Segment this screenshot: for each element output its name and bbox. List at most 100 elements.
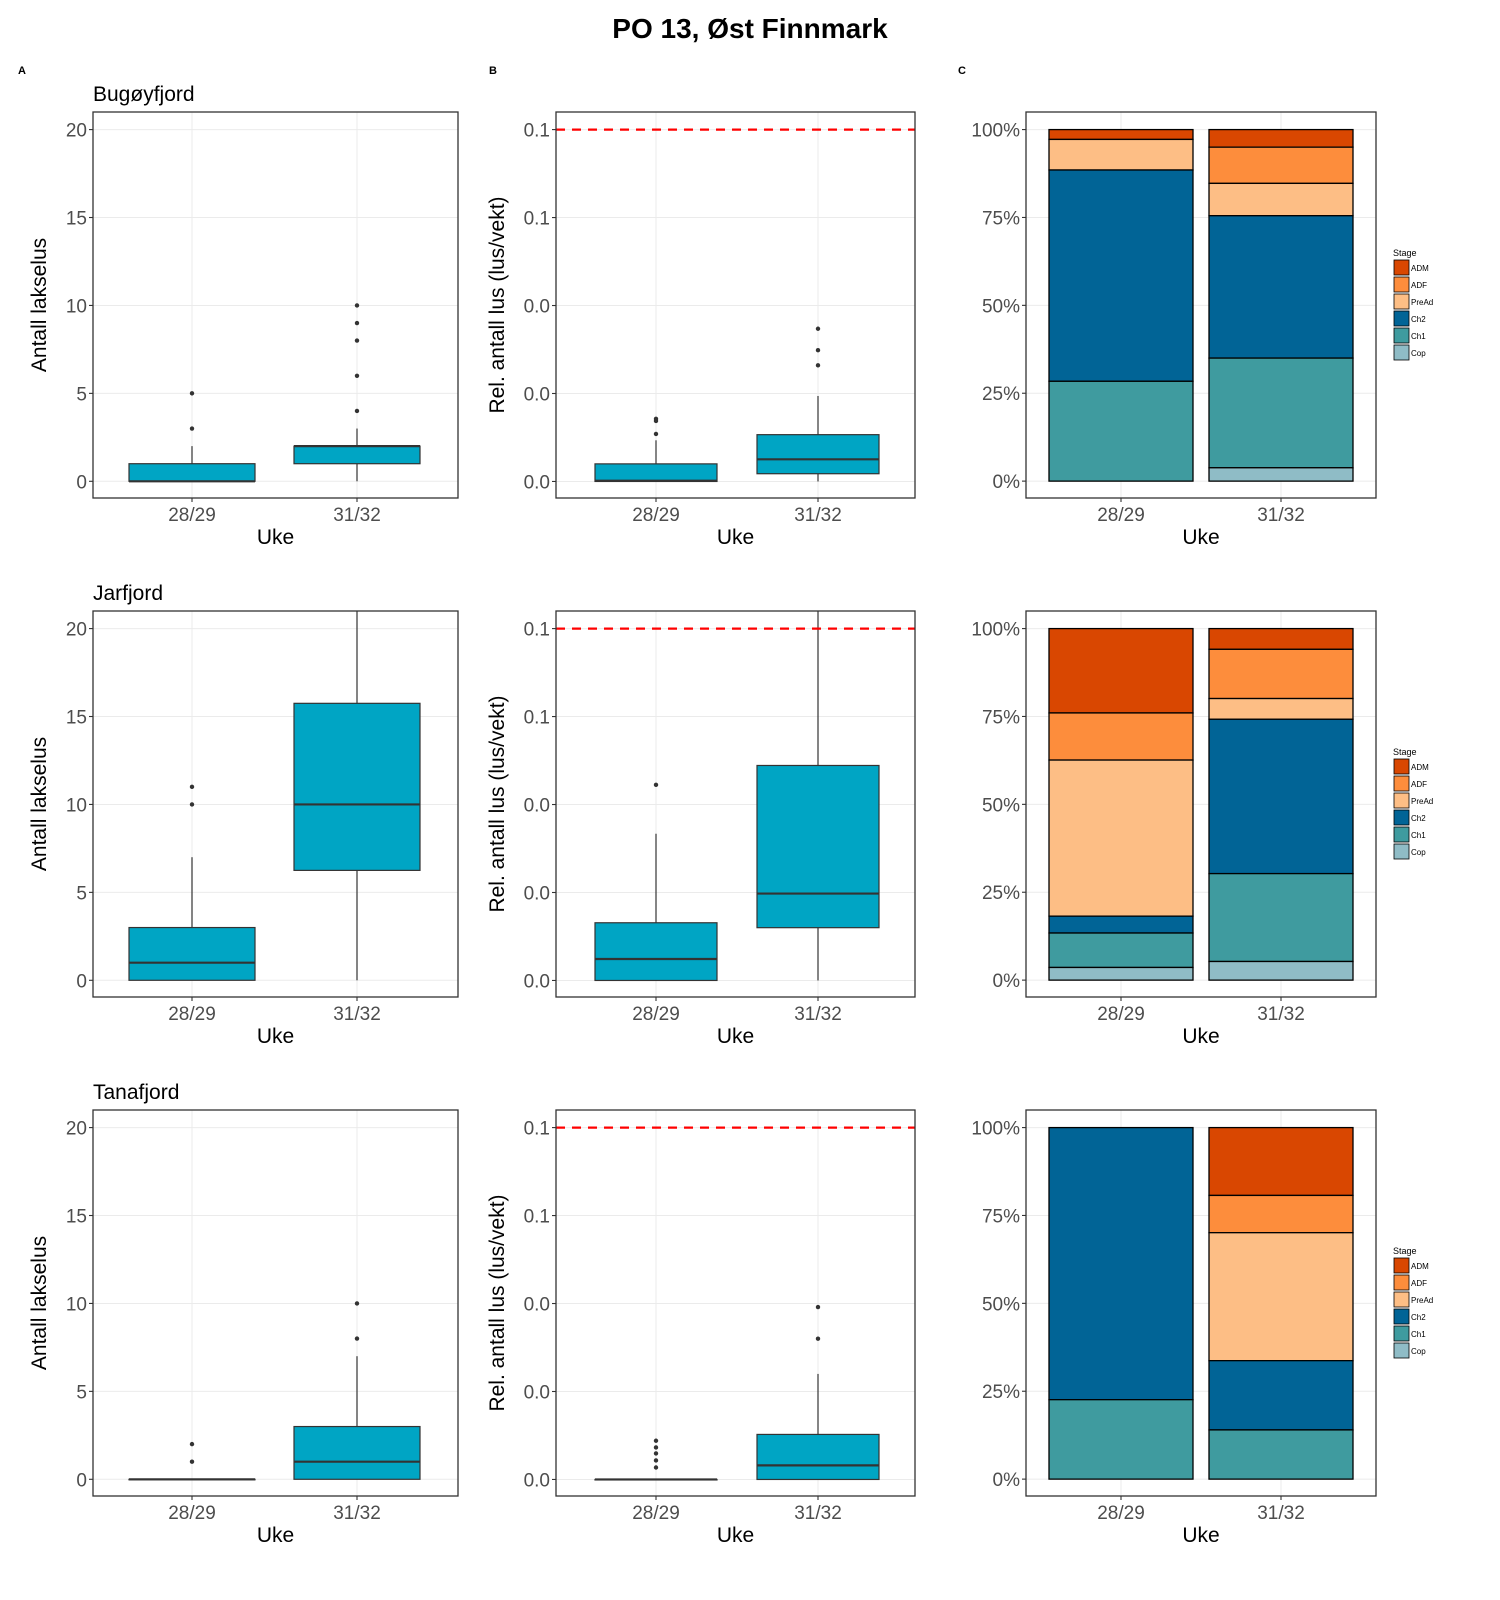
y-tick-label: 25% bbox=[982, 883, 1020, 904]
legend-title: Stage bbox=[1393, 248, 1417, 258]
outlier-point bbox=[653, 1458, 659, 1463]
legend-label-adm: ADM bbox=[1411, 264, 1429, 273]
box-28-29 bbox=[128, 784, 256, 981]
outlier-point bbox=[354, 1336, 360, 1341]
x-axis-title: Uke bbox=[717, 1524, 754, 1547]
y-tick-label: 100% bbox=[971, 1119, 1020, 1140]
facet-title: Tanafjord bbox=[93, 1081, 179, 1104]
legend-swatch-cop bbox=[1393, 344, 1410, 361]
legend-label-pread: PreAd bbox=[1411, 298, 1433, 307]
bar-segment-ch1 bbox=[1048, 380, 1194, 482]
y-tick-label: 0 bbox=[76, 472, 87, 493]
y-tick-label: 20 bbox=[66, 1119, 87, 1140]
box-28-29 bbox=[128, 1441, 256, 1481]
box-iqr bbox=[756, 1433, 880, 1481]
outlier-point bbox=[354, 303, 360, 308]
y-tick-label: 0% bbox=[993, 472, 1021, 493]
y-tick-label: 100% bbox=[971, 620, 1020, 641]
bar-segment-ch2 bbox=[1208, 1360, 1354, 1431]
legend-swatch-adf bbox=[1393, 1274, 1410, 1291]
legend-swatch-adf bbox=[1393, 276, 1410, 293]
legend-swatch-adf bbox=[1393, 775, 1410, 792]
y-tick-label: 5 bbox=[76, 1382, 87, 1403]
plot-frame bbox=[1025, 111, 1377, 499]
bar-segment-pread bbox=[1208, 182, 1354, 217]
x-tick-label: 28/29 bbox=[1097, 1503, 1145, 1524]
x-tick-label: 31/32 bbox=[794, 505, 842, 526]
outlier-point bbox=[354, 338, 360, 343]
x-tick-label: 28/29 bbox=[168, 1004, 216, 1025]
legend-label-pread: PreAd bbox=[1411, 797, 1433, 806]
plot-background bbox=[556, 112, 915, 498]
legend-stage: Stage ADM ADF PreAd Ch2 Ch1 Cop bbox=[1393, 1246, 1433, 1359]
outlier-point bbox=[815, 363, 821, 368]
y-tick-label: 25% bbox=[982, 384, 1020, 405]
legend-stage: Stage ADM ADF PreAd Ch2 Ch1 Cop bbox=[1393, 248, 1433, 361]
panel-b-row-3: 0.0 0.0 0.0 0.1 0.1 28/29 31/32 Uke Rel. antall … bbox=[486, 1109, 916, 1547]
y-tick-label: 75% bbox=[982, 1206, 1020, 1227]
x-tick-label: 28/29 bbox=[632, 1503, 680, 1524]
bar-segment-ch1 bbox=[1208, 1429, 1354, 1480]
legend-swatch-adm bbox=[1393, 259, 1410, 276]
y-tick-label: 0.0 bbox=[524, 472, 550, 493]
y-tick-label: 15 bbox=[66, 209, 87, 230]
panel-letter-b: B bbox=[489, 65, 497, 77]
x-tick-label: 31/32 bbox=[333, 505, 381, 526]
x-tick-label: 31/32 bbox=[1257, 505, 1305, 526]
y-axis-title: Rel. antall lus (lus/vekt) bbox=[486, 1194, 509, 1411]
panel-a-row-3: 0 5 10 15 20 28/29 31/32 Tanafjord Uke Antall lak… bbox=[28, 1081, 459, 1547]
plot-marks bbox=[128, 611, 421, 981]
outlier-point bbox=[189, 802, 195, 807]
bar-segment-ch2 bbox=[1208, 215, 1354, 359]
panel-letter-a: A bbox=[18, 65, 26, 77]
legend-swatch-ch1 bbox=[1393, 826, 1410, 843]
bar-segment-pread bbox=[1208, 1232, 1354, 1362]
legend-label-cop: Cop bbox=[1411, 848, 1426, 857]
y-tick-label: 50% bbox=[982, 795, 1020, 816]
outlier-point bbox=[815, 348, 821, 353]
y-tick-label: 0 bbox=[76, 971, 87, 992]
y-tick-label: 25% bbox=[982, 1382, 1020, 1403]
y-tick-label: 10 bbox=[66, 795, 87, 816]
y-tick-label: 50% bbox=[982, 296, 1020, 317]
panel-b-row-1: 0.0 0.0 0.0 0.1 0.1 28/29 31/32 Uke Rel. antall … bbox=[486, 111, 916, 549]
y-tick-label: 0.0 bbox=[524, 796, 550, 817]
bar-segment-adf bbox=[1208, 648, 1354, 700]
box-iqr bbox=[756, 434, 880, 475]
legend-label-adf: ADF bbox=[1411, 1279, 1427, 1288]
panel-b-row-2: 0.0 0.0 0.0 0.1 0.1 28/29 31/32 Uke Rel. antall … bbox=[486, 610, 916, 1048]
x-axis-title: Uke bbox=[1182, 1524, 1219, 1547]
y-tick-label: 10 bbox=[66, 296, 87, 317]
y-tick-label: 0.0 bbox=[524, 883, 550, 904]
y-tick-label: 0.0 bbox=[524, 1470, 550, 1491]
plot-frame bbox=[555, 610, 916, 998]
bar-segment-cop bbox=[1208, 960, 1354, 981]
facet-title: Jarfjord bbox=[93, 582, 163, 605]
legend-swatch-pread bbox=[1393, 293, 1410, 310]
y-tick-label: 0.1 bbox=[524, 620, 550, 641]
legend-label-adf: ADF bbox=[1411, 281, 1427, 290]
plot-marks bbox=[128, 303, 421, 483]
bar-segment-ch1 bbox=[1048, 1399, 1194, 1480]
figure-title: PO 13, Øst Finnmark bbox=[612, 13, 888, 44]
box-iqr bbox=[756, 764, 880, 929]
legend-swatch-pread bbox=[1393, 1291, 1410, 1308]
box-28-29 bbox=[594, 416, 718, 483]
legend-label-cop: Cop bbox=[1411, 1347, 1426, 1356]
bar-segment-ch2 bbox=[1048, 915, 1194, 934]
x-axis-title: Uke bbox=[257, 526, 294, 549]
bar-segment-pread bbox=[1208, 697, 1354, 720]
outlier-point bbox=[815, 1304, 821, 1310]
panel-c-row-2: 0% 25% 50% 75% 100% 28/29 31/32 Stage ADM ADF PreA… bbox=[971, 610, 1433, 1048]
y-axis-title: Rel. antall lus (lus/vekt) bbox=[486, 695, 509, 912]
bar-segment-adm bbox=[1208, 128, 1354, 148]
bar-segment-adm bbox=[1208, 627, 1354, 650]
x-axis-title: Uke bbox=[1182, 1025, 1219, 1048]
panel-c-row-3: 0% 25% 50% 75% 100% 28/29 31/32 Stage ADM ADF PreA… bbox=[971, 1109, 1433, 1547]
plot-frame bbox=[92, 111, 459, 499]
plot-frame bbox=[92, 1109, 459, 1497]
y-axis-title: Antall lakselus bbox=[28, 737, 51, 871]
box-iqr bbox=[128, 926, 256, 981]
legend-swatch-cop bbox=[1393, 1342, 1410, 1359]
y-tick-label: 5 bbox=[76, 384, 87, 405]
